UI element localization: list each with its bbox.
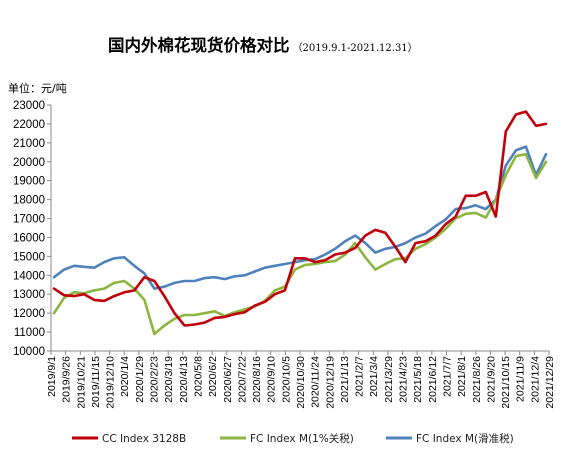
x-tick-label: 2021/4/23 — [398, 356, 410, 403]
x-tick-label: 2020/7/22 — [236, 356, 248, 403]
legend-label: FC Index M(滑准税) — [416, 432, 514, 445]
series-line — [52, 152, 548, 336]
chart-title-block: 国内外棉花现货价格对比 （2019.9.1-2021.12.31） — [108, 32, 418, 56]
x-tick-label: 2020/5/8 — [192, 356, 204, 397]
x-tick-label: 2021/12/4 — [529, 356, 541, 403]
x-tick-label: 2021/12/29 — [544, 356, 556, 409]
plot-lines — [52, 110, 548, 336]
y-tick-label: 10000 — [13, 346, 45, 358]
unit-label: 单位：元/吨 — [8, 82, 67, 95]
x-tick-label: 2021/3/29 — [383, 356, 395, 403]
y-tick-label: 12000 — [13, 308, 45, 320]
x-tick-label: 2021/7/7 — [441, 356, 453, 397]
y-tick-label: 13000 — [13, 289, 45, 301]
y-tick-label: 22000 — [13, 119, 45, 131]
chart-subtitle: （2019.9.1-2021.12.31） — [292, 43, 418, 54]
x-tick-label: 2020/10/5 — [280, 356, 292, 403]
x-tick-label: 2020/4/13 — [178, 356, 190, 403]
y-tick-label: 16000 — [13, 232, 45, 244]
x-tick-label: 2021/6/12 — [427, 356, 439, 403]
x-tick-label: 2020/6/2 — [207, 356, 219, 397]
chart-title: 国内外棉花现货价格对比 — [108, 36, 290, 55]
y-tick-label: 17000 — [13, 214, 45, 226]
y-tick-label: 15000 — [13, 251, 45, 263]
x-tick-label: 2021/8/1 — [456, 356, 468, 397]
x-tick-label: 2020/10/30 — [295, 356, 307, 409]
x-tick-label: 2021/9/20 — [485, 356, 497, 403]
y-tick-label: 18000 — [13, 195, 45, 207]
y-tick-label: 20000 — [13, 157, 45, 169]
x-tick-label: 2021/3/4 — [368, 356, 380, 397]
x-tick-label: 2020/11/24 — [310, 356, 322, 408]
y-tick-label: 11000 — [14, 327, 45, 339]
y-tick-label: 23000 — [13, 100, 45, 112]
x-tick-label: 2021/5/18 — [412, 356, 424, 403]
x-tick-label: 2020/8/16 — [251, 356, 263, 403]
x-tick-label: 2020/12/19 — [324, 356, 336, 409]
x-tick-label: 2020/1/29 — [134, 356, 146, 403]
x-tick-label: 2021/8/26 — [471, 356, 483, 403]
x-tick-label: 2019/9/26 — [61, 356, 73, 403]
x-axis: 2019/9/1 2019/9/26 2019/10/21 2019/11/15 201… — [46, 350, 556, 409]
x-tick-label: 2019/12/10 — [105, 356, 117, 409]
legend-label: FC Index M(1%关税) — [250, 432, 354, 445]
legend: CC Index 3128B FC Index M(1%关税) FC Index M… — [72, 432, 514, 445]
x-tick-label: 2021/10/15 — [500, 356, 512, 409]
y-tick-label: 19000 — [13, 176, 45, 188]
series-line — [52, 145, 548, 290]
series-line — [52, 110, 548, 327]
x-tick-label: 2019/11/15 — [90, 356, 102, 408]
y-tick-label: 21000 — [13, 138, 45, 150]
x-tick-label: 2020/2/23 — [149, 356, 161, 403]
x-tick-label: 2019/10/21 — [75, 356, 87, 409]
x-tick-label: 2020/6/27 — [222, 356, 234, 403]
x-tick-label: 2020/3/19 — [163, 356, 175, 403]
legend-label: CC Index 3128B — [102, 433, 186, 445]
x-tick-label: 2020/9/10 — [266, 356, 278, 403]
x-tick-label: 2019/9/1 — [46, 356, 58, 397]
y-tick-label: 14000 — [13, 270, 45, 282]
x-tick-label: 2020/1/4 — [119, 356, 131, 397]
x-tick-label: 2021/11/9 — [515, 356, 527, 402]
y-axis: 10000 11000 12000 13000 14000 15000 16000 17000… — [13, 100, 52, 358]
x-tick-label: 2021/1/13 — [339, 356, 351, 403]
x-tick-label: 2021/2/7 — [354, 356, 366, 397]
